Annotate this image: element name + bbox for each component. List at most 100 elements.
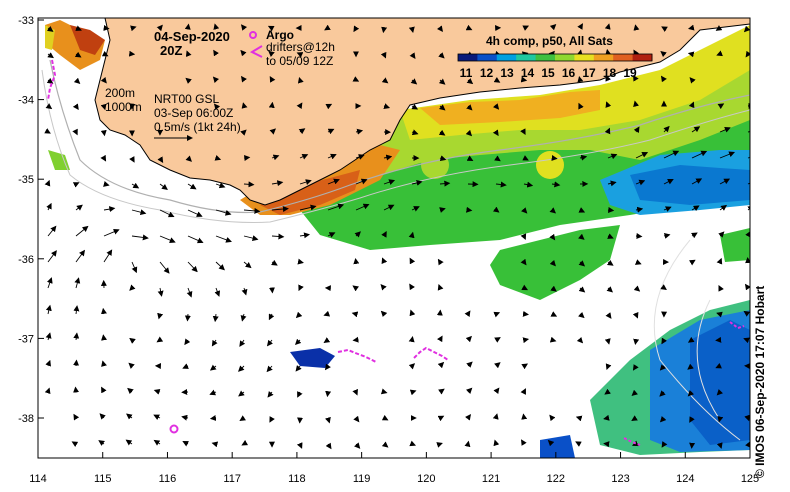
current-arrow	[383, 204, 395, 211]
current-arrow	[465, 206, 473, 213]
current-arrow	[71, 441, 79, 448]
current-arrow	[125, 439, 133, 446]
current-arrow	[241, 439, 249, 446]
current-arrow	[153, 439, 161, 446]
current-arrow	[409, 440, 417, 447]
current-arrow	[411, 129, 419, 136]
current-arrow	[549, 259, 556, 267]
current-arrow	[214, 154, 222, 161]
contour-200m	[49, 59, 750, 214]
current-arrow	[659, 364, 667, 371]
current-arrow	[266, 365, 273, 373]
y-tick-label: -34	[18, 95, 34, 107]
current-arrow	[604, 23, 611, 30]
current-arrow	[663, 150, 680, 159]
current-arrow	[184, 23, 191, 30]
current-arrow	[73, 386, 80, 393]
current-arrow	[355, 203, 370, 211]
current-arrow	[494, 362, 501, 369]
colorbar-segment	[613, 54, 634, 61]
current-arrow	[73, 413, 80, 421]
x-tick-label: 124	[676, 473, 694, 485]
contour-1000m-label: 1000m	[105, 100, 142, 114]
current-arrow	[352, 76, 360, 82]
current-arrow	[103, 206, 116, 213]
current-arrow	[520, 258, 527, 266]
y-tick-label: -35	[18, 174, 34, 186]
current-arrow	[74, 277, 81, 289]
current-arrow	[577, 75, 584, 83]
current-arrow	[663, 206, 672, 212]
current-arrow	[100, 307, 107, 315]
current-arrow	[327, 178, 340, 185]
current-arrow	[323, 310, 331, 317]
currents-product-label: NRT00 GSL	[154, 92, 219, 106]
current-arrow	[577, 23, 583, 30]
current-arrow	[355, 128, 364, 135]
current-arrow	[437, 283, 444, 291]
current-arrow	[381, 414, 389, 421]
colorbar-tick: 19	[623, 66, 637, 80]
current-arrow	[182, 363, 189, 369]
current-arrow	[327, 203, 345, 211]
current-arrow	[159, 235, 176, 243]
current-arrow	[716, 311, 723, 318]
current-arrow	[128, 362, 135, 369]
current-arrow	[520, 128, 526, 136]
current-arrow	[633, 100, 639, 108]
current-arrow	[633, 285, 641, 292]
current-arrow	[185, 77, 192, 84]
colorbar-segment	[574, 54, 595, 61]
current-arrow	[661, 26, 668, 32]
current-arrow	[718, 284, 724, 292]
current-arrow	[269, 416, 275, 423]
current-arrow	[100, 154, 107, 162]
current-arrow	[381, 26, 388, 34]
contour-1000m	[41, 69, 750, 223]
current-arrow	[187, 209, 203, 217]
current-arrow	[687, 390, 695, 397]
current-arrow	[439, 207, 446, 213]
current-arrow	[352, 388, 358, 396]
current-arrow	[103, 228, 120, 237]
current-arrow	[605, 101, 612, 108]
x-tick-label: 115	[94, 473, 112, 485]
current-arrow	[604, 338, 611, 345]
current-arrow	[551, 154, 558, 161]
current-arrow	[209, 364, 217, 371]
current-arrow	[213, 103, 221, 111]
current-arrow	[579, 154, 588, 161]
colorbar-segment	[477, 54, 498, 61]
current-arrow	[153, 388, 161, 395]
current-arrow	[550, 311, 558, 317]
current-arrow	[607, 153, 618, 160]
current-arrow	[101, 386, 107, 394]
current-arrow	[438, 129, 446, 136]
current-arrow	[214, 287, 221, 297]
current-arrow	[439, 180, 451, 187]
current-arrow	[691, 205, 700, 212]
current-arrow	[73, 77, 81, 85]
colorbar-tick: 13	[500, 66, 514, 80]
current-arrow	[45, 103, 53, 110]
current-arrow	[523, 181, 534, 188]
current-arrow	[438, 78, 446, 85]
current-arrow	[578, 286, 586, 293]
current-arrow	[691, 126, 701, 133]
current-arrow	[352, 285, 359, 292]
current-arrow	[409, 309, 416, 317]
colorbar-tick-labels: 11 12 13 14 15 16 17 18 19	[460, 66, 637, 80]
x-tick-label: 120	[417, 473, 435, 485]
current-arrow	[383, 103, 391, 109]
current-arrow	[129, 284, 136, 291]
current-arrow	[719, 126, 731, 133]
current-arrow	[634, 259, 642, 265]
colorbar-segment	[535, 54, 556, 61]
current-arrow	[603, 414, 610, 421]
current-arrow	[45, 304, 52, 315]
current-arrow	[353, 25, 360, 33]
current-arrow	[691, 232, 698, 239]
current-arrow	[213, 49, 219, 57]
x-tick-label: 119	[353, 473, 371, 485]
current-arrow	[243, 181, 255, 188]
